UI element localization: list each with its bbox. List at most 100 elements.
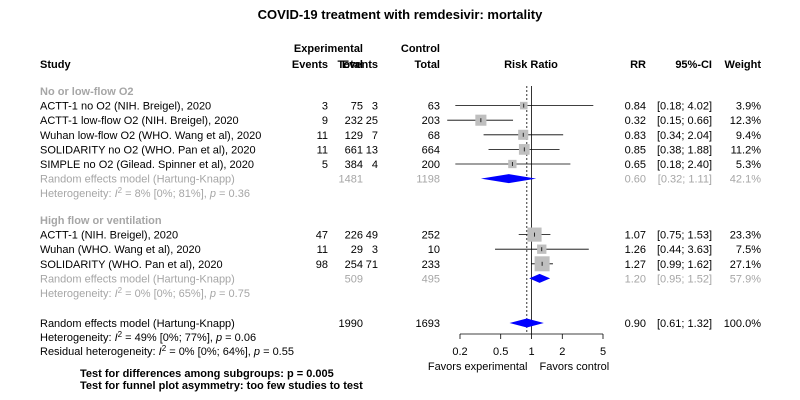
- study-name: ACTT-1 no O2 (NIH. Breigel), 2020: [40, 101, 211, 113]
- study-weight: 12.3%: [730, 115, 761, 127]
- study-ci: [0.15; 0.66]: [657, 115, 712, 127]
- study-rr: 0.83: [625, 130, 646, 142]
- overall-rr: 0.90: [625, 318, 646, 330]
- study-exp-events: 3: [322, 101, 328, 113]
- study-ctrl-events: 7: [372, 130, 378, 142]
- overall-ci: [0.61; 1.32]: [657, 318, 712, 330]
- study-exp-total: 29: [351, 244, 363, 256]
- chart-title: COVID-19 treatment with remdesivir: mort…: [258, 7, 543, 22]
- header-weight: Weight: [725, 59, 762, 71]
- favors-experimental-label: Favors experimental: [428, 361, 528, 373]
- header-ci: 95%-CI: [675, 59, 712, 71]
- header-experimental: Experimental: [294, 43, 363, 55]
- x-tick-label: 5: [600, 346, 606, 358]
- study-ctrl-total: 10: [428, 244, 440, 256]
- subgroup-label: No or low-flow O2: [40, 86, 134, 98]
- study-ctrl-total: 200: [422, 159, 440, 171]
- study-weight: 7.5%: [736, 244, 761, 256]
- overall-heterogeneity: Heterogeneity: I2 = 49% [0%; 77%], p = 0…: [40, 330, 256, 344]
- study-exp-total: 226: [345, 230, 363, 242]
- x-tick-label: 2: [559, 346, 565, 358]
- study-ci: [0.99; 1.62]: [657, 259, 712, 271]
- header-control: Control: [401, 43, 440, 55]
- overall-diamond: [509, 318, 544, 328]
- subgroup-pooled-ci: [0.95; 1.52]: [657, 273, 712, 285]
- study-rr: 0.32: [625, 115, 646, 127]
- test-funnel-asymmetry: Test for funnel plot asymmetry: too few …: [80, 380, 363, 392]
- header-ctrl-total: Total: [415, 59, 440, 71]
- overall-ctrl-total: 1693: [416, 318, 440, 330]
- study-ci: [0.18; 4.02]: [657, 101, 712, 113]
- study-exp-total: 384: [345, 159, 363, 171]
- study-name: SIMPLE no O2 (Gilead. Spinner et al), 20…: [40, 159, 254, 171]
- residual-heterogeneity: Residual heterogeneity: I2 = 0% [0%; 64%…: [40, 344, 294, 358]
- study-ctrl-total: 68: [428, 130, 440, 142]
- study-exp-events: 9: [322, 115, 328, 127]
- study-ctrl-total: 233: [422, 259, 440, 271]
- subgroup-diamond: [529, 273, 551, 283]
- study-ctrl-total: 63: [428, 101, 440, 113]
- study-exp-total: 232: [345, 115, 363, 127]
- overall-exp-total: 1990: [339, 318, 363, 330]
- study-rr: 0.85: [625, 144, 646, 156]
- study-weight: 3.9%: [736, 101, 761, 113]
- subgroup-pooled-weight: 42.1%: [730, 174, 761, 186]
- study-weight: 23.3%: [730, 230, 761, 242]
- study-ctrl-total: 252: [422, 230, 440, 242]
- study-rr: 1.26: [625, 244, 646, 256]
- study-exp-total: 254: [345, 259, 363, 271]
- study-exp-events: 98: [316, 259, 328, 271]
- subgroup-heterogeneity: Heterogeneity: I2 = 0% [0%; 65%], p = 0.…: [40, 286, 250, 300]
- header-exp-total: Total: [338, 59, 363, 71]
- subgroup-pooled-rr: 0.60: [625, 174, 646, 186]
- test-subgroup-differences: Test for differences among subgroups: p …: [80, 368, 334, 380]
- favors-control-label: Favors control: [540, 361, 610, 373]
- study-exp-total: 75: [351, 101, 363, 113]
- subgroup-pooled-ctrl-total: 495: [422, 273, 440, 285]
- subgroup-pooled-ci: [0.32; 1.11]: [658, 174, 712, 186]
- study-exp-events: 5: [322, 159, 328, 171]
- study-name: ACTT-1 (NIH. Breigel), 2020: [40, 230, 178, 242]
- study-name: ACTT-1 low-flow O2 (NIH. Breigel), 2020: [40, 115, 239, 127]
- x-tick-label: 1: [528, 346, 534, 358]
- study-weight: 27.1%: [730, 259, 761, 271]
- study-ctrl-events: 13: [366, 144, 378, 156]
- study-ctrl-total: 664: [422, 144, 440, 156]
- study-rr: 1.07: [625, 230, 646, 242]
- study-exp-events: 11: [317, 130, 328, 142]
- study-weight: 9.4%: [736, 130, 761, 142]
- study-exp-events: 11: [317, 244, 328, 256]
- study-exp-total: 661: [345, 144, 363, 156]
- study-ctrl-total: 203: [422, 115, 440, 127]
- header-risk-ratio: Risk Ratio: [504, 59, 558, 71]
- subgroup-pooled-ctrl-total: 1198: [416, 174, 440, 186]
- study-exp-events: 47: [316, 230, 328, 242]
- study-ctrl-events: 4: [372, 159, 378, 171]
- subgroup-pooled-name: Random effects model (Hartung-Knapp): [40, 174, 235, 186]
- subgroup-diamond: [480, 174, 537, 184]
- study-ci: [0.75; 1.53]: [657, 230, 712, 242]
- header-rr: RR: [630, 59, 646, 71]
- study-rr: 0.84: [625, 101, 646, 113]
- subgroup-pooled-exp-total: 1481: [339, 174, 363, 186]
- study-name: Wuhan low-flow O2 (WHO. Wang et al), 202…: [40, 130, 261, 142]
- x-tick-label: 0.2: [452, 346, 467, 358]
- study-name: Wuhan (WHO. Wang et al), 2020: [40, 244, 201, 256]
- subgroup-pooled-weight: 57.9%: [730, 273, 761, 285]
- subgroup-pooled-name: Random effects model (Hartung-Knapp): [40, 273, 235, 285]
- study-name: SOLIDARITY (WHO. Pan et al), 2020: [40, 259, 223, 271]
- study-ctrl-events: 3: [372, 244, 378, 256]
- study-name: SOLIDARITY no O2 (WHO. Pan et al), 2020: [40, 144, 256, 156]
- subgroup-heterogeneity: Heterogeneity: I2 = 8% [0%; 81%], p = 0.…: [40, 186, 250, 200]
- study-ctrl-events: 71: [366, 259, 378, 271]
- subgroup-label: High flow or ventilation: [40, 215, 162, 227]
- study-ctrl-events: 25: [366, 115, 378, 127]
- study-ci: [0.18; 2.40]: [657, 159, 712, 171]
- study-ci: [0.44; 3.63]: [657, 244, 712, 256]
- study-rr: 1.27: [625, 259, 646, 271]
- header-ctrl-events: Events: [342, 59, 378, 71]
- study-ctrl-events: 49: [366, 230, 378, 242]
- study-ci: [0.38; 1.88]: [657, 144, 712, 156]
- header-study: Study: [40, 59, 71, 71]
